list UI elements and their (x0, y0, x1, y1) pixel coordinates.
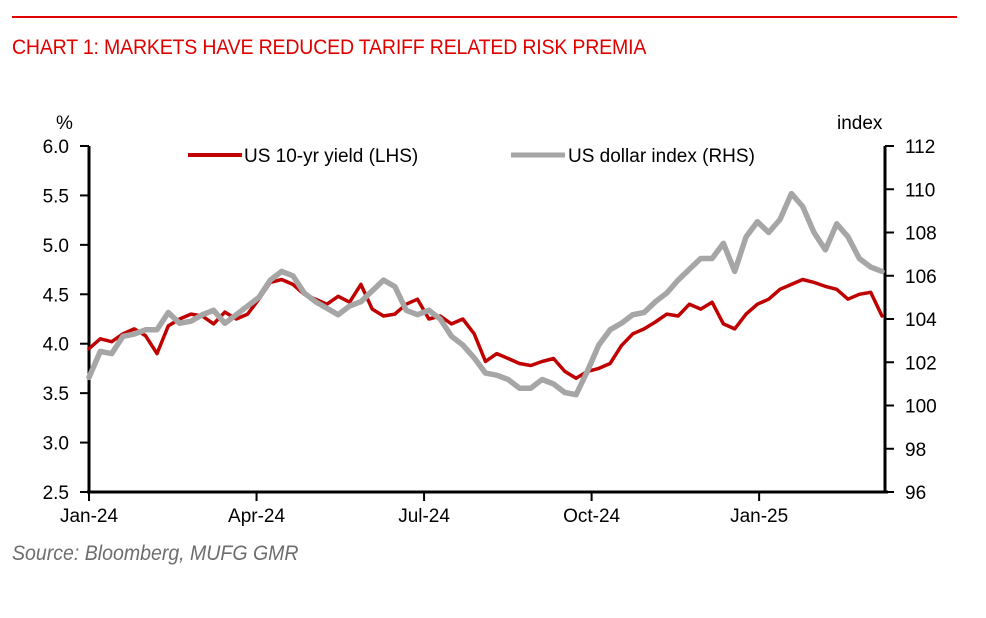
series-us-10yr-yield (87, 277, 884, 381)
left-tick-label: 5.5 (43, 186, 69, 207)
x-tick-label: Oct-24 (563, 506, 620, 527)
right-tick-label: 106 (905, 267, 937, 288)
right-tick-label: 104 (905, 310, 937, 331)
legend: US 10-yr yield (LHS) US dollar index (RHS… (188, 146, 755, 167)
legend-label-dxy: US dollar index (RHS) (568, 146, 755, 167)
left-tick-label: 2.5 (43, 483, 69, 504)
right-tick-label: 112 (905, 137, 935, 158)
x-tick-label: Jan-25 (730, 506, 788, 527)
left-axis: 2.5 3.0 3.5 4.0 4.5 5.0 5.5 6.0 (43, 137, 91, 504)
x-tick-label: Jul-24 (398, 506, 450, 527)
series-us-dollar-index (86, 190, 885, 398)
right-axis: 96 98 100 102 104 106 108 110 112 (883, 137, 937, 504)
source-note: Source: Bloomberg, MUFG GMR (12, 542, 299, 565)
top-rule (12, 16, 957, 18)
y2-axis-label: index (837, 113, 883, 134)
chart-title: CHART 1: MARKETS HAVE REDUCED TARIFF REL… (12, 36, 647, 59)
y-axis-label: % (56, 113, 73, 134)
x-axis: Jan-24 Apr-24 Jul-24 Oct-24 Jan-25 (60, 490, 888, 527)
right-tick-label: 100 (905, 397, 937, 418)
right-tick-label: 96 (905, 483, 926, 504)
left-tick-label: 5.0 (43, 236, 69, 257)
right-tick-label: 98 (905, 440, 926, 461)
left-tick-label: 4.5 (43, 285, 69, 306)
right-tick-label: 102 (905, 353, 937, 374)
left-tick-label: 3.0 (43, 434, 69, 455)
x-tick-label: Jan-24 (60, 506, 119, 527)
right-tick-label: 108 (905, 224, 937, 245)
series-layer (86, 190, 885, 398)
legend-label-yield: US 10-yr yield (LHS) (244, 146, 418, 167)
left-tick-label: 3.5 (43, 384, 69, 405)
x-tick-label: Apr-24 (228, 506, 285, 527)
left-tick-label: 6.0 (43, 137, 69, 158)
left-tick-label: 4.0 (43, 335, 69, 356)
right-tick-label: 110 (905, 180, 935, 201)
